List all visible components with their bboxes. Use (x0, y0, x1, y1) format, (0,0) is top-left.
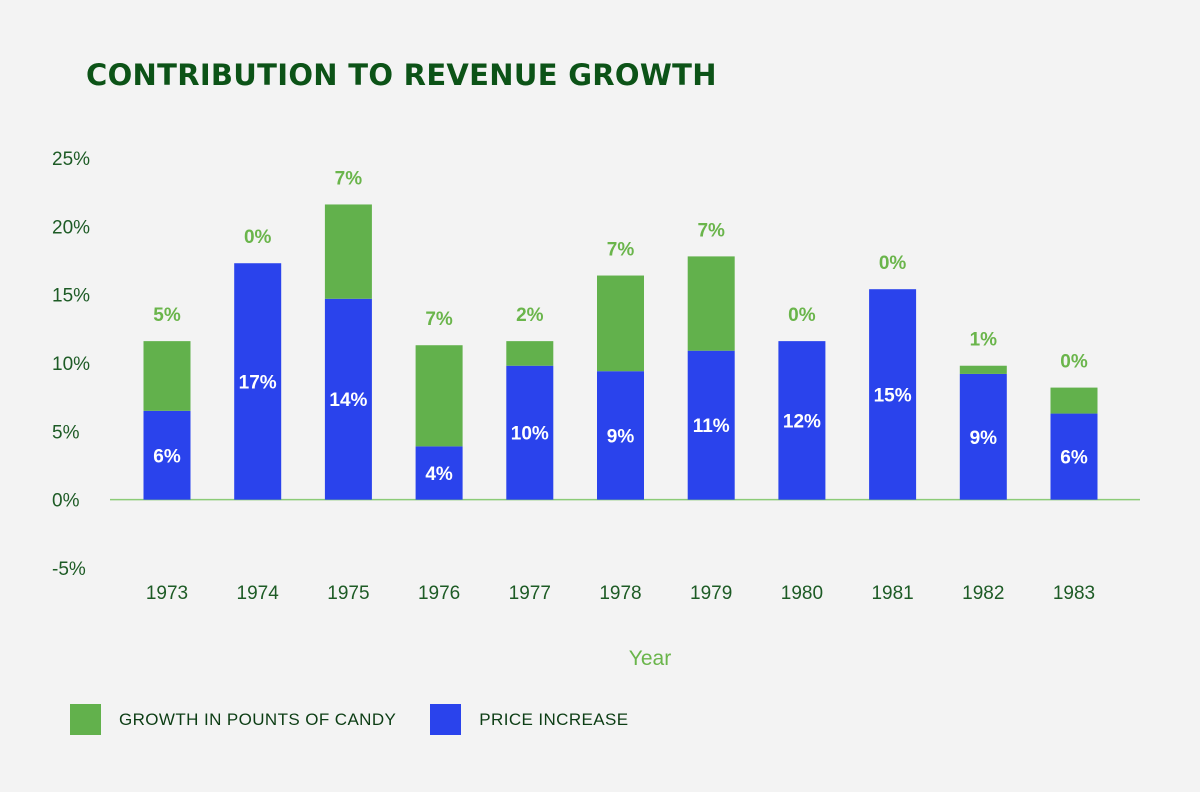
data-label-growth: 2% (516, 305, 544, 326)
bar-growth-candy (324, 204, 372, 299)
legend-item-price: PRICE INCREASE (430, 704, 628, 735)
x-tick-label: 1980 (781, 583, 823, 604)
data-label-price: 17% (239, 372, 277, 393)
x-tick-label: 1974 (237, 583, 280, 604)
bar-growth-candy (1050, 387, 1098, 414)
data-label-growth: 7% (425, 309, 453, 330)
y-tick-label: 15% (52, 286, 90, 307)
data-label-growth: 7% (607, 240, 635, 261)
bar-price-increase (597, 371, 644, 500)
data-label-price: 11% (693, 416, 730, 437)
bar-price-increase (869, 289, 917, 500)
x-tick-label: 1981 (871, 583, 913, 604)
bar-price-increase (143, 410, 191, 500)
x-tick-label: 1978 (599, 583, 641, 604)
data-label-growth: 1% (970, 330, 998, 351)
data-label-growth: 7% (335, 168, 363, 189)
data-label-growth: 0% (244, 227, 272, 248)
bar-price-increase (1050, 413, 1098, 500)
x-tick-label: 1982 (962, 583, 1004, 604)
data-label-growth: 0% (1060, 352, 1088, 373)
bar-growth-candy (415, 345, 463, 447)
x-tick-label: 1976 (418, 583, 460, 604)
x-tick-label: 1977 (509, 583, 551, 604)
x-axis-title: Year (629, 647, 671, 670)
data-label-growth: 0% (788, 305, 816, 326)
data-label-price: 4% (425, 464, 453, 485)
data-label-price: 9% (607, 426, 635, 447)
x-tick-label: 1983 (1053, 583, 1095, 604)
bar-price-increase (324, 298, 372, 500)
data-label-growth: 7% (697, 220, 725, 241)
data-label-price: 6% (1060, 448, 1088, 469)
x-tick-label: 1979 (690, 583, 732, 604)
legend-label-price: PRICE INCREASE (479, 709, 629, 729)
data-label-price: 12% (783, 411, 821, 432)
bar-price-increase (778, 341, 826, 500)
x-tick-label: 1973 (146, 583, 188, 604)
y-tick-label: 10% (52, 354, 90, 375)
bar-growth-candy (506, 341, 554, 366)
y-tick-label: 5% (52, 422, 80, 443)
bar-price-increase (959, 373, 1007, 500)
bar-group: 6% 5% 17% 0% 14% 7% 4% 7% 10% 2% 9% 7% 11% 7% 12% 0% 15%… (143, 168, 1098, 500)
y-tick-label: 25% (52, 149, 90, 170)
bar-growth-candy (959, 365, 1007, 374)
data-label-price: 15% (874, 385, 912, 406)
x-axis: 1973 1974 1975 1976 1977 1978 1979 1980 1981 1982… (146, 583, 1095, 604)
x-tick-label: 1975 (327, 583, 369, 604)
bar-growth-candy (597, 275, 644, 372)
data-label-growth: 0% (879, 253, 907, 274)
bar-price-increase (415, 446, 463, 500)
legend-swatch-blue (430, 704, 462, 735)
data-label-price: 9% (970, 428, 998, 449)
data-label-growth: 5% (153, 305, 181, 326)
bar-price-increase (687, 350, 735, 500)
bar-price-increase (506, 365, 554, 500)
bar-growth-candy (687, 256, 735, 351)
chart-title: CONTRIBUTION TO REVENUE GROWTH (86, 58, 717, 92)
data-label-price: 6% (153, 446, 181, 467)
bar-price-increase (234, 263, 282, 500)
data-label-price: 10% (511, 424, 549, 445)
legend-label-growth: GROWTH IN POUNTS OF CANDY (119, 709, 397, 729)
y-axis: 25% 20% 15% 10% 5% 0% -5% (52, 149, 90, 580)
legend-item-growth: GROWTH IN POUNTS OF CANDY (70, 704, 396, 735)
y-tick-label: 0% (52, 491, 80, 512)
legend: GROWTH IN POUNTS OF CANDY PRICE INCREASE (70, 704, 662, 735)
data-label-price: 14% (329, 390, 367, 411)
bar-growth-candy (143, 341, 191, 411)
y-tick-label: -5% (52, 559, 86, 580)
legend-swatch-green (70, 704, 101, 735)
stacked-bar-chart: 25% 20% 15% 10% 5% 0% -5% 6% 5% 17% 0% 14% 7% 4% 7% 10… (52, 149, 1140, 670)
y-tick-label: 20% (52, 217, 90, 238)
